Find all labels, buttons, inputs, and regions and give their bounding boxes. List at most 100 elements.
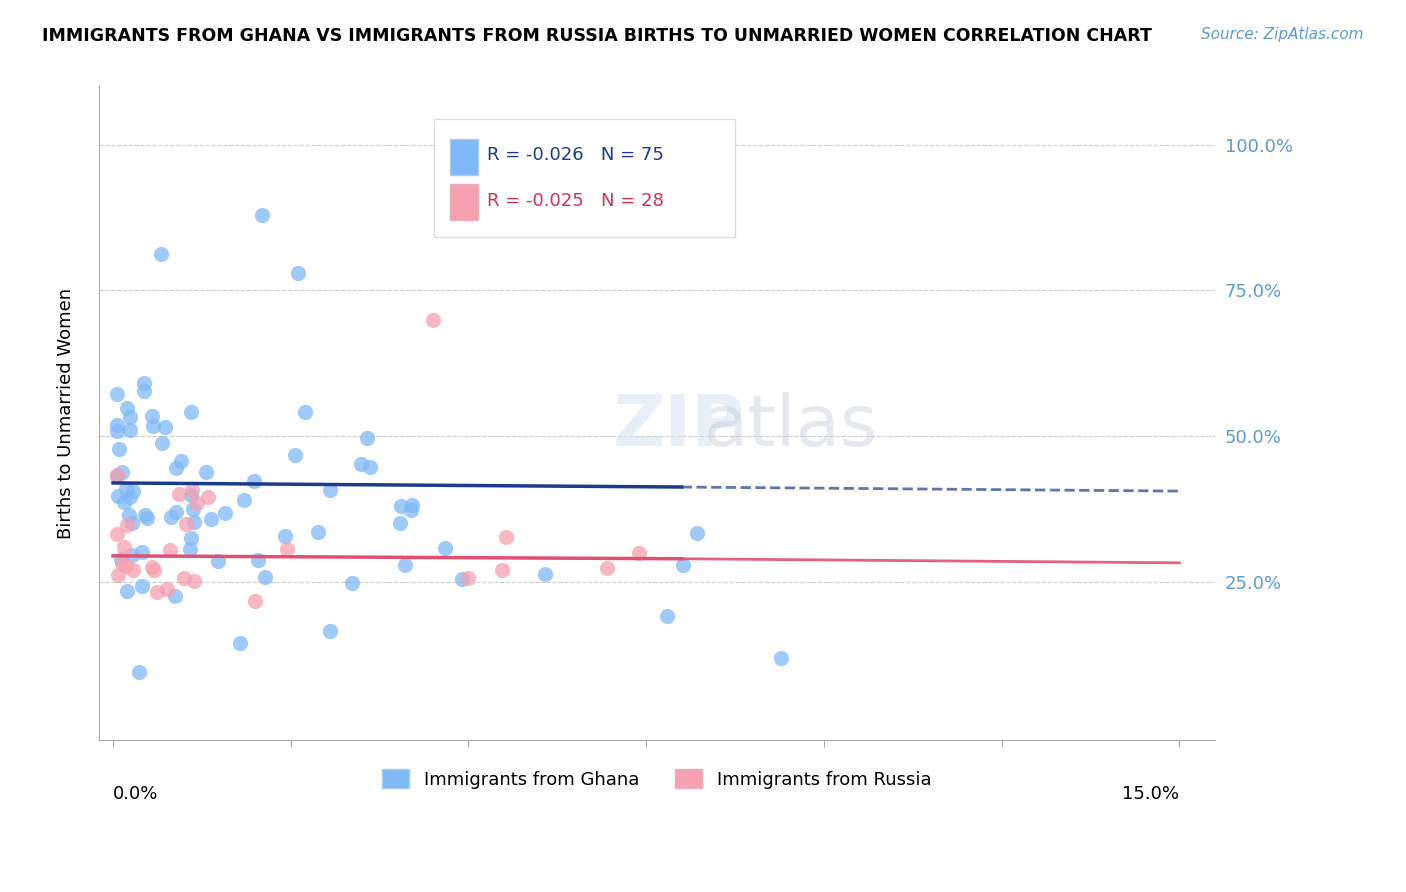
Point <box>233 493 256 508</box>
Point <box>350 457 373 471</box>
Point <box>284 448 307 462</box>
Point <box>121 516 143 530</box>
Legend: Immigrants from Ghana, Immigrants from Russia: Immigrants from Ghana, Immigrants from R… <box>375 762 939 796</box>
Point <box>107 442 129 456</box>
Point <box>163 590 186 604</box>
Point <box>319 624 342 638</box>
Text: 0.0%: 0.0% <box>112 785 159 804</box>
Point <box>207 554 229 568</box>
Point <box>120 410 142 425</box>
Point <box>159 542 181 557</box>
Point <box>120 423 142 437</box>
Point <box>197 490 219 504</box>
Point <box>166 461 188 475</box>
Point <box>180 483 202 497</box>
Point <box>672 558 695 572</box>
Point <box>114 482 136 496</box>
Point <box>135 511 157 525</box>
Point <box>165 505 187 519</box>
Point <box>117 401 139 415</box>
Point <box>595 560 617 574</box>
Point <box>294 405 316 419</box>
Point <box>342 576 364 591</box>
Point <box>399 503 422 517</box>
Point <box>132 384 155 399</box>
Point <box>142 563 165 577</box>
Point <box>422 312 444 326</box>
Point <box>214 507 236 521</box>
Point <box>401 498 423 512</box>
Point <box>122 484 145 499</box>
Point <box>150 247 173 261</box>
Point <box>105 527 128 541</box>
Point <box>287 266 309 280</box>
Point <box>359 459 381 474</box>
Point <box>117 517 139 532</box>
Point <box>307 525 329 540</box>
Point <box>111 556 134 570</box>
Point <box>179 542 201 557</box>
Text: ZIP: ZIP <box>613 392 745 460</box>
Point <box>156 582 179 596</box>
Point <box>152 435 174 450</box>
Point <box>111 465 134 479</box>
Point <box>388 516 411 531</box>
Point <box>146 584 169 599</box>
Point <box>457 571 479 585</box>
Point <box>169 454 191 468</box>
Point <box>141 559 163 574</box>
Text: Source: ZipAtlas.com: Source: ZipAtlas.com <box>1201 27 1364 42</box>
Point <box>627 546 650 560</box>
Point <box>186 496 208 510</box>
Text: R = -0.025   N = 28: R = -0.025 N = 28 <box>488 192 664 210</box>
Point <box>120 490 142 504</box>
Point <box>183 516 205 530</box>
Point <box>121 548 143 562</box>
Point <box>105 469 128 483</box>
Point <box>434 541 457 556</box>
Point <box>183 574 205 588</box>
Point <box>121 563 143 577</box>
Point <box>273 529 295 543</box>
Text: R = -0.026   N = 75: R = -0.026 N = 75 <box>488 146 664 164</box>
Point <box>110 552 132 566</box>
Point <box>131 544 153 558</box>
Point <box>153 420 176 434</box>
Point <box>132 376 155 390</box>
Point <box>173 571 195 585</box>
Point <box>180 404 202 418</box>
Point <box>134 508 156 523</box>
Text: atlas: atlas <box>703 392 877 460</box>
Point <box>655 609 678 624</box>
Point <box>174 517 197 532</box>
Point <box>356 431 378 445</box>
Point <box>160 510 183 524</box>
Point <box>495 530 517 544</box>
FancyBboxPatch shape <box>450 185 478 220</box>
Point <box>128 665 150 680</box>
Point <box>491 564 513 578</box>
Point <box>142 419 165 434</box>
Point <box>107 568 129 582</box>
Y-axis label: Births to Unmarried Women: Births to Unmarried Women <box>58 287 75 539</box>
Point <box>451 572 474 586</box>
Point <box>107 489 129 503</box>
Point <box>118 508 141 522</box>
Point <box>276 541 298 556</box>
Point <box>112 495 135 509</box>
Text: 15.0%: 15.0% <box>1122 785 1180 804</box>
Point <box>105 387 128 401</box>
FancyBboxPatch shape <box>433 119 735 236</box>
Point <box>247 552 270 566</box>
Point <box>105 425 128 439</box>
Point <box>180 531 202 545</box>
Point <box>533 566 555 581</box>
Point <box>131 579 153 593</box>
Point <box>141 409 163 423</box>
Point <box>180 488 202 502</box>
Point <box>229 635 252 649</box>
Point <box>252 208 274 222</box>
Point <box>105 467 128 482</box>
Point <box>243 474 266 488</box>
Point <box>254 570 277 584</box>
